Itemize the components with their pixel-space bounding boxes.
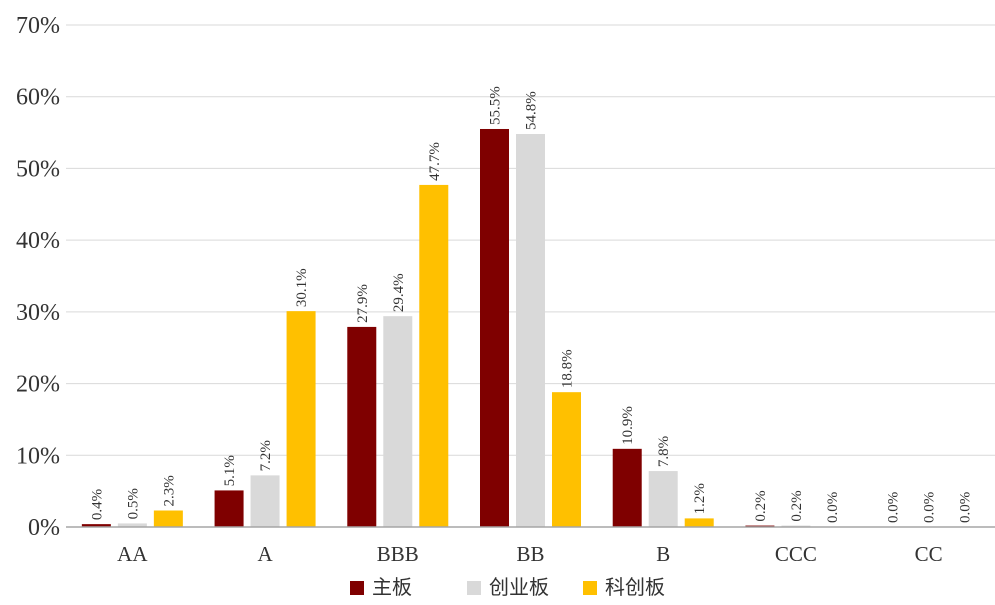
y-axis-tick-labels: 0% 10% 20% 30% 40% 50% 60% 70% xyxy=(16,13,60,541)
bar xyxy=(648,471,678,527)
legend-swatch xyxy=(583,581,597,595)
data-label: 54.8% xyxy=(524,91,540,130)
data-label: 2.3% xyxy=(161,475,177,506)
bar xyxy=(552,392,581,527)
data-labels: 0.4% 0.5% 2.3% 5.1% 7.2% 30.1% 27.9% 29.4% 47.7%… xyxy=(89,86,973,523)
x-category-label: AA xyxy=(117,542,148,566)
y-tick-label: 60% xyxy=(16,85,60,111)
x-category-label: BBB xyxy=(377,542,419,566)
legend-entry: 科创板 xyxy=(605,575,665,599)
x-category-label: CC xyxy=(915,542,943,566)
y-tick-label: 30% xyxy=(16,300,60,326)
y-tick-label: 70% xyxy=(16,13,60,39)
data-label: 29.4% xyxy=(391,273,407,312)
legend-swatch xyxy=(350,581,364,595)
y-tick-label: 50% xyxy=(16,156,60,182)
x-category-label: BB xyxy=(516,542,544,566)
legend-entry: 主板 xyxy=(372,575,412,599)
data-label: 0.2% xyxy=(753,490,769,521)
data-label: 0.0% xyxy=(825,492,841,523)
data-label: 0.4% xyxy=(89,489,105,520)
x-category-label: CCC xyxy=(775,542,817,566)
data-label: 0.0% xyxy=(958,492,974,523)
y-tick-label: 10% xyxy=(16,443,60,469)
bar xyxy=(286,311,316,527)
bar xyxy=(81,524,111,527)
data-label: 0.2% xyxy=(789,490,805,521)
bar xyxy=(612,448,642,527)
legend-swatch xyxy=(467,581,481,595)
bar xyxy=(347,326,377,527)
y-tick-label: 0% xyxy=(28,515,60,541)
x-category-label: A xyxy=(257,542,273,566)
bar xyxy=(153,510,183,527)
data-label: 7.8% xyxy=(656,436,672,467)
bar xyxy=(419,184,449,527)
x-category-label: B xyxy=(656,542,670,566)
bar xyxy=(117,523,147,527)
legend: 主板 创业板 科创板 xyxy=(350,575,665,599)
y-tick-label: 20% xyxy=(16,372,60,398)
data-label: 10.9% xyxy=(620,406,636,445)
data-label: 47.7% xyxy=(427,142,443,181)
data-label: 0.0% xyxy=(886,492,902,523)
bar xyxy=(214,490,244,527)
data-label: 5.1% xyxy=(222,455,238,486)
bar xyxy=(480,128,509,527)
bars xyxy=(81,128,811,527)
data-label: 55.5% xyxy=(488,86,504,125)
bar xyxy=(684,518,714,527)
x-axis-category-labels: AA A BBB BB B CCC CC xyxy=(117,542,942,566)
bar xyxy=(383,316,413,527)
data-label: 0.0% xyxy=(922,492,938,523)
data-label: 1.2% xyxy=(692,483,708,514)
data-label: 0.5% xyxy=(125,488,141,519)
y-tick-label: 40% xyxy=(16,228,60,254)
data-label: 27.9% xyxy=(355,284,371,323)
data-label: 30.1% xyxy=(294,268,310,307)
bar xyxy=(516,134,545,527)
legend-entry: 创业板 xyxy=(489,575,549,599)
data-label: 18.8% xyxy=(560,349,576,388)
bar xyxy=(250,475,280,527)
data-label: 7.2% xyxy=(258,440,274,471)
